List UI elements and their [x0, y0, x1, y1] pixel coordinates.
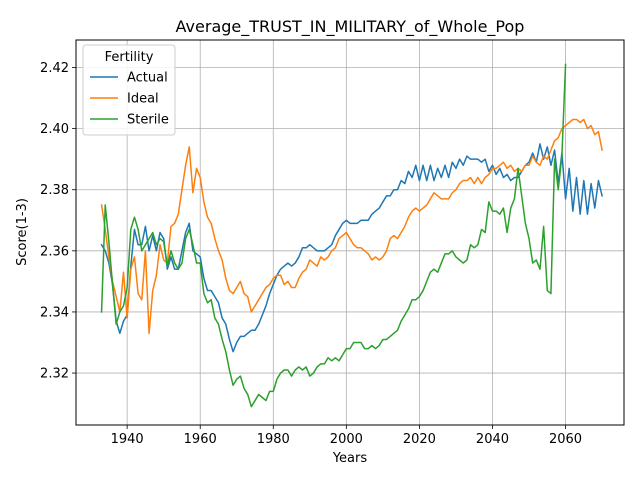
plot-frame: [75, 39, 625, 426]
y-tick-label: 2.34: [40, 305, 69, 320]
x-tick-label: 2040: [476, 432, 509, 447]
x-tick-label: 2000: [330, 432, 363, 447]
series-lines: [100, 63, 603, 408]
legend: Fertility Actual Ideal Sterile: [82, 44, 176, 136]
legend-box: [82, 44, 176, 136]
x-tick-label: 1960: [184, 432, 217, 447]
legend-label-sterile: Sterile: [127, 113, 169, 128]
x-tick-label: 2020: [403, 432, 436, 447]
x-tick-label: 1940: [111, 432, 144, 447]
legend-label-actual: Actual: [127, 71, 168, 86]
x-tick-label: 2060: [549, 432, 582, 447]
x-axis-label: Years: [332, 451, 368, 466]
y-tick-label: 2.42: [40, 61, 69, 76]
y-axis-label: Score(1-3): [15, 198, 30, 266]
y-tick-label: 2.38: [40, 183, 69, 198]
legend-label-ideal: Ideal: [127, 92, 159, 107]
y-tick-label: 2.40: [40, 122, 69, 137]
y-tick-label: 2.36: [40, 244, 69, 259]
chart-title: Average_TRUST_IN_MILITARY_of_Whole_Pop: [176, 17, 525, 37]
x-tick-label: 1980: [257, 432, 290, 447]
legend-title: Fertility: [105, 50, 154, 65]
series-line-sterile: [100, 63, 567, 408]
grid: [76, 40, 624, 425]
axis-ticks: 1940 1960 1980 2000 2020 2040 2060 2.32 2.34 2.36…: [40, 61, 582, 447]
y-tick-label: 2.32: [40, 367, 69, 382]
